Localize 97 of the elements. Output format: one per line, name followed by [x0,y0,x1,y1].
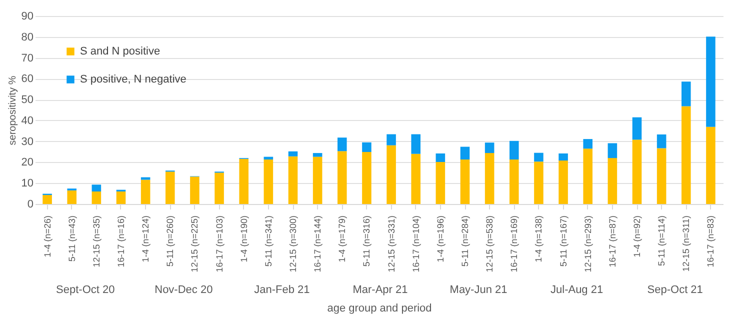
bar [484,142,494,154]
x-tick-label: 16-17 (n=103) [214,216,224,272]
x-tick-label: 12-15 (n=311) [681,216,692,272]
bar [436,162,446,204]
bar [583,139,592,149]
bar [338,151,347,204]
bar [312,153,322,157]
bar [92,184,102,192]
bar [386,145,396,204]
bar [632,140,642,204]
x-tick-label: 16-17 (n=16) [116,216,126,268]
bar [558,153,568,161]
bar [534,152,544,162]
y-tick-label: 30 [21,136,34,148]
y-tick-label: 20 [21,156,34,169]
x-tick-label: 5-11 (n=43) [66,216,77,262]
x-tick-label: 5-11 (n=316) [362,216,372,267]
y-tick-label: 0 [27,198,34,210]
bar [534,162,544,204]
bar [411,154,420,204]
x-tick-label: 5-11 (n=260) [165,216,176,267]
legend-label: S positive, N negative [80,74,186,86]
bar [140,180,150,204]
bar [682,106,691,204]
bar [484,153,494,204]
legend-label: S and N positive [80,46,160,58]
y-tick-label: 10 [21,178,34,190]
x-tick-label: 1-4 (n=138) [534,216,544,262]
y-tick-label: 60 [21,73,34,86]
bar [166,172,175,204]
bar [92,191,102,204]
bar [706,126,716,204]
bar [116,191,126,204]
y-tick-label: 80 [21,31,34,44]
bar [140,177,150,180]
bar [288,151,298,156]
bar [386,134,396,146]
bar [682,82,691,106]
x-tick-label: 12-15 (n=225) [190,216,200,272]
bar [436,153,446,162]
x-tick-label: 12-15 (n=331) [386,216,396,272]
bar [312,156,322,204]
bar [42,195,52,204]
bar [706,36,716,127]
x-tick-label: 12-15 (n=538) [484,216,495,272]
x-tick-label: 16-17 (n=83) [706,216,716,268]
x-tick-label: 5-11 (n=284) [460,216,470,267]
x-tick-label: 12-15 (n=300) [288,216,298,272]
y-tick-label: 40 [21,114,34,127]
bar [583,148,592,204]
bar [460,160,470,204]
bar [632,117,642,140]
x-axis-title: age group and period [327,302,432,314]
text: Jan-Feb 21 [254,284,310,296]
bar [411,134,420,154]
text: Sep-Oct 21 [647,284,703,296]
bar [608,158,618,204]
x-tick-label: 12-15 (n=293) [582,216,593,272]
x-tick-label: 5-11 (n=341) [263,216,274,267]
bar [460,146,470,160]
bar [558,160,568,204]
bar [362,142,372,152]
x-tick-label: 12-15 (n=35) [91,216,102,268]
y-tick-label: 50 [21,94,34,106]
x-tick-label: 5-11 (n=167) [558,216,568,267]
y-axis-title: seropositivity % [7,76,18,146]
text: Mar-Apr 21 [352,284,408,296]
x-tick-label: 16-17 (n=87) [607,216,618,268]
text: May-Jun 21 [450,284,508,296]
bar [656,134,666,148]
text: Sept-Oct 20 [56,284,115,296]
x-tick-label: 1-4 (n=190) [238,216,249,262]
bar [214,172,224,204]
bar [264,160,274,204]
x-tick-label: 1-4 (n=196) [435,216,446,262]
bar [608,143,618,158]
bar [362,152,372,204]
x-tick-label: 5-11 (n=114) [656,216,667,266]
bar [338,138,347,152]
bar [239,158,248,204]
bar [67,190,76,204]
bar [656,148,666,204]
x-tick-label: 1-4 (n=179) [337,216,348,262]
bar [288,156,298,204]
text: Nov-Dec 20 [154,284,213,296]
y-tick-label: 70 [21,52,34,64]
x-tick-label: 1-4 (n=124) [140,216,151,262]
x-tick-label: 16-17 (n=104) [410,216,421,272]
x-tick-label: 1-4 (n=92) [632,216,642,258]
bar [510,160,519,204]
x-tick-label: 16-17 (n=169) [509,216,520,272]
x-tick-label: 16-17 (n=144) [312,216,323,272]
y-tick-label: 90 [21,10,34,22]
text: Jul-Aug 21 [550,284,604,296]
bar [510,140,519,160]
bar [190,176,200,204]
x-tick-label: 1-4 (n=26) [42,216,52,258]
